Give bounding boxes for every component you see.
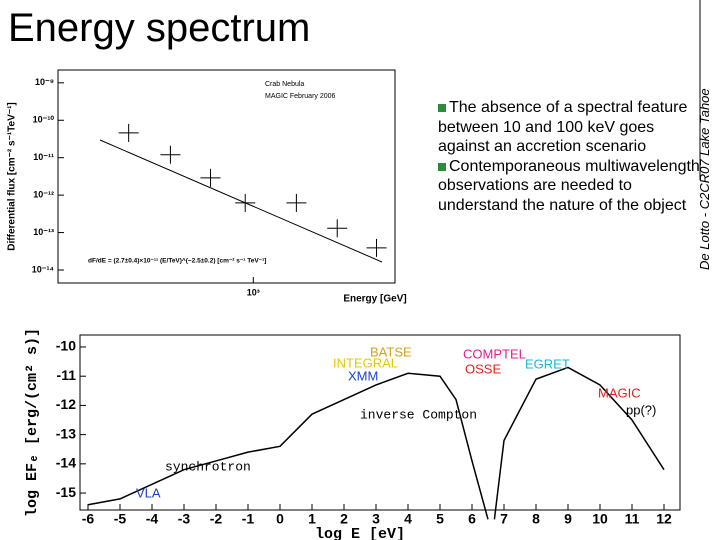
fit-line (99, 139, 383, 263)
x-tick-label: -4 (146, 511, 159, 527)
legend-entry: Crab Nebula (265, 81, 304, 88)
x-tick-label: 11 (625, 511, 640, 527)
instrument-label: VLA (136, 485, 161, 500)
y-tick-label: -13 (56, 425, 76, 441)
instrument-label: COMPTEL (463, 346, 526, 361)
series-label: synchrotron (165, 459, 251, 474)
bullet: The absence of a spectral feature betwee… (438, 98, 706, 157)
x-tick-label: 3 (372, 511, 380, 527)
x-tick-label: -2 (210, 511, 223, 527)
x-tick-label: 10 (592, 511, 608, 527)
plot-frame (79, 334, 681, 511)
x-tick-label: 8 (532, 511, 540, 527)
curve (87, 372, 489, 520)
instrument-label: EGRET (525, 356, 570, 371)
bullet-text: The absence of a spectral feature betwee… (438, 99, 688, 155)
data-point (366, 238, 387, 257)
y-axis-label: log EFₑ [erg/(cm² s)] (24, 328, 41, 517)
x-tick-label: 1 (308, 511, 316, 527)
instrument-label: INTEGRAL (333, 355, 398, 370)
instrument-label: OSSE (465, 361, 501, 376)
y-tick-label: 10⁻¹¹ (33, 152, 54, 162)
x-tick-label: 9 (564, 511, 572, 527)
x-tick-label: 0 (276, 511, 284, 527)
y-tick-label: 10⁻¹⁰ (33, 115, 55, 125)
annotation: dF/dE = (2.7±0.4)×10⁻¹¹ (E/TeV)^(−2.5±0.… (88, 257, 266, 265)
bullet: Contemporaneous multiwavelength observat… (438, 157, 706, 216)
y-tick-label: -12 (56, 396, 76, 412)
x-tick-label: -1 (242, 511, 255, 527)
x-tick-label: 5 (436, 511, 444, 527)
y-tick-label: 10⁻¹³ (33, 227, 54, 237)
bullet-list: The absence of a spectral feature betwee… (438, 98, 706, 215)
data-point (160, 145, 181, 164)
plot-frame (57, 69, 396, 284)
instrument-label: XMM (348, 368, 378, 383)
x-tick-label: -5 (114, 511, 127, 527)
bullet-text: Contemporaneous multiwavelength observat… (438, 157, 700, 214)
instrument-label: pp(?) (626, 402, 656, 417)
x-tick-label: 10³ (247, 287, 260, 297)
data-point (327, 219, 348, 238)
x-tick-label: 12 (656, 511, 672, 527)
data-point (235, 193, 256, 212)
curve (493, 366, 665, 520)
instrument-label: BATSE (370, 344, 412, 359)
y-tick-label: -10 (56, 338, 76, 354)
y-tick-label: -11 (57, 367, 77, 383)
y-tick-label: 10⁻¹⁴ (32, 264, 54, 274)
slide-title: Energy spectrum (8, 6, 311, 50)
x-tick-label: 7 (500, 511, 508, 527)
data-point (286, 193, 307, 212)
legend-entry: MAGIC February 2006 (265, 93, 336, 100)
x-tick-label: 6 (468, 511, 476, 527)
y-tick-label: 10⁻⁹ (35, 77, 54, 87)
x-axis-label: Energy [GeV] (343, 294, 406, 305)
series-label: inverse Compton (360, 407, 477, 422)
y-tick-label: 10⁻¹² (33, 190, 54, 200)
y-axis-label: Differential flux [cm⁻² s⁻¹TeV⁻¹] (7, 102, 18, 250)
x-tick-label: 2 (340, 511, 348, 527)
x-axis-label: log E [eV] (315, 526, 405, 540)
data-point (200, 168, 221, 187)
y-tick-label: -14 (56, 455, 76, 471)
y-tick-label: -15 (56, 484, 76, 500)
data-point (118, 123, 139, 142)
x-tick-label: -6 (82, 511, 95, 527)
x-tick-label: 4 (404, 511, 412, 527)
instrument-label: MAGIC (598, 385, 641, 400)
x-tick-label: -3 (178, 511, 191, 527)
